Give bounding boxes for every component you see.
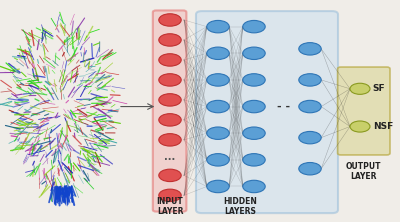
Circle shape bbox=[207, 154, 229, 166]
Circle shape bbox=[159, 114, 181, 126]
Circle shape bbox=[350, 121, 370, 132]
Text: HIDDEN
LAYERS: HIDDEN LAYERS bbox=[223, 197, 257, 216]
FancyBboxPatch shape bbox=[153, 10, 186, 212]
Circle shape bbox=[243, 47, 265, 59]
Circle shape bbox=[207, 180, 229, 193]
FancyBboxPatch shape bbox=[196, 11, 338, 213]
Circle shape bbox=[207, 20, 229, 33]
Circle shape bbox=[207, 74, 229, 86]
Text: - -: - - bbox=[278, 101, 290, 112]
Circle shape bbox=[243, 127, 265, 139]
Circle shape bbox=[159, 189, 181, 202]
Circle shape bbox=[243, 74, 265, 86]
Circle shape bbox=[299, 163, 321, 175]
Circle shape bbox=[207, 100, 229, 113]
Circle shape bbox=[299, 43, 321, 55]
Circle shape bbox=[159, 34, 181, 46]
Circle shape bbox=[243, 100, 265, 113]
Text: SF: SF bbox=[373, 84, 386, 93]
Circle shape bbox=[159, 169, 181, 182]
Circle shape bbox=[207, 47, 229, 59]
Text: OUTPUT
LAYER: OUTPUT LAYER bbox=[346, 162, 382, 181]
Circle shape bbox=[243, 154, 265, 166]
Text: INPUT
LAYER: INPUT LAYER bbox=[157, 197, 183, 216]
Text: ...: ... bbox=[164, 151, 176, 162]
Circle shape bbox=[159, 14, 181, 26]
Circle shape bbox=[159, 94, 181, 106]
Circle shape bbox=[299, 74, 321, 86]
Circle shape bbox=[350, 83, 370, 94]
FancyBboxPatch shape bbox=[338, 67, 390, 155]
Circle shape bbox=[243, 180, 265, 193]
Circle shape bbox=[243, 20, 265, 33]
Text: NSF: NSF bbox=[373, 122, 393, 131]
Circle shape bbox=[299, 100, 321, 113]
Circle shape bbox=[159, 54, 181, 66]
Circle shape bbox=[207, 127, 229, 139]
Circle shape bbox=[159, 74, 181, 86]
Circle shape bbox=[299, 131, 321, 144]
Circle shape bbox=[159, 134, 181, 146]
